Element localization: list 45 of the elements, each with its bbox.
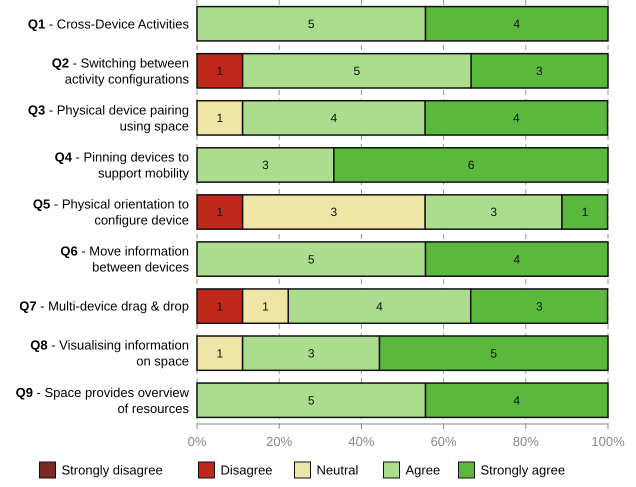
legend-label: Strongly agree [480, 462, 566, 478]
annotation: 3 [490, 205, 498, 220]
annotation: 4 [513, 111, 520, 126]
y-tick-label: Q4 - Pinning devices to support mobility [54, 149, 190, 180]
annotation: 4 [513, 252, 520, 266]
annotation: 1 [216, 64, 224, 78]
legend-label: Disagree [220, 462, 273, 478]
annotation: 3 [308, 346, 315, 360]
legend-label: Strongly disagree [62, 462, 163, 478]
y-tick-label: Q8 - Visualising information on space [30, 338, 189, 369]
annotation: 5 [490, 346, 498, 360]
annotation: 1 [262, 299, 270, 314]
y-tick-label: Q6 - Move information between devices [60, 244, 190, 275]
annotation: 1 [582, 205, 589, 220]
annotation: 3 [536, 299, 544, 314]
y-tick-label: Q5 - Physical orientation to configure device [32, 196, 189, 228]
legend-label: Agree [406, 462, 440, 478]
annotation: 1 [216, 346, 224, 360]
x-tick-label: 40% [348, 434, 375, 449]
annotation: 4 [330, 111, 338, 126]
annotation: 1 [216, 205, 224, 220]
annotation: 4 [513, 16, 520, 31]
y-tick-label: Q1 - Cross-Device Activities [28, 16, 190, 32]
annotation: 1 [216, 111, 224, 126]
x-tick-label: 0% [188, 434, 207, 449]
annotation: 3 [330, 205, 338, 220]
y-tick-label: Q2 - Switching between activity configurations [52, 55, 190, 86]
x-tick-label: 60% [430, 434, 458, 449]
annotation: 6 [468, 158, 475, 172]
annotation: 4 [513, 393, 520, 408]
annotation: 3 [262, 158, 270, 172]
x-tick-label: 100% [591, 434, 626, 449]
legend-label: Neutral [316, 462, 359, 478]
annotation: 1 [216, 299, 224, 314]
annotation: 5 [354, 64, 361, 78]
y-tick-label: Q9 - Space provides overview of resources [16, 384, 190, 416]
annotation: 4 [376, 299, 384, 314]
x-tick-label: 80% [512, 434, 540, 449]
annotation: 5 [308, 16, 315, 31]
annotation: 3 [536, 64, 544, 78]
y-tick-label: Q7 - Multi-device drag & drop [19, 298, 189, 314]
annotation: 5 [308, 393, 315, 408]
x-tick-label: 20% [266, 434, 293, 449]
y-tick-label: Q3 - Physical device pairing using space [28, 102, 189, 134]
annotation: 5 [308, 252, 315, 266]
